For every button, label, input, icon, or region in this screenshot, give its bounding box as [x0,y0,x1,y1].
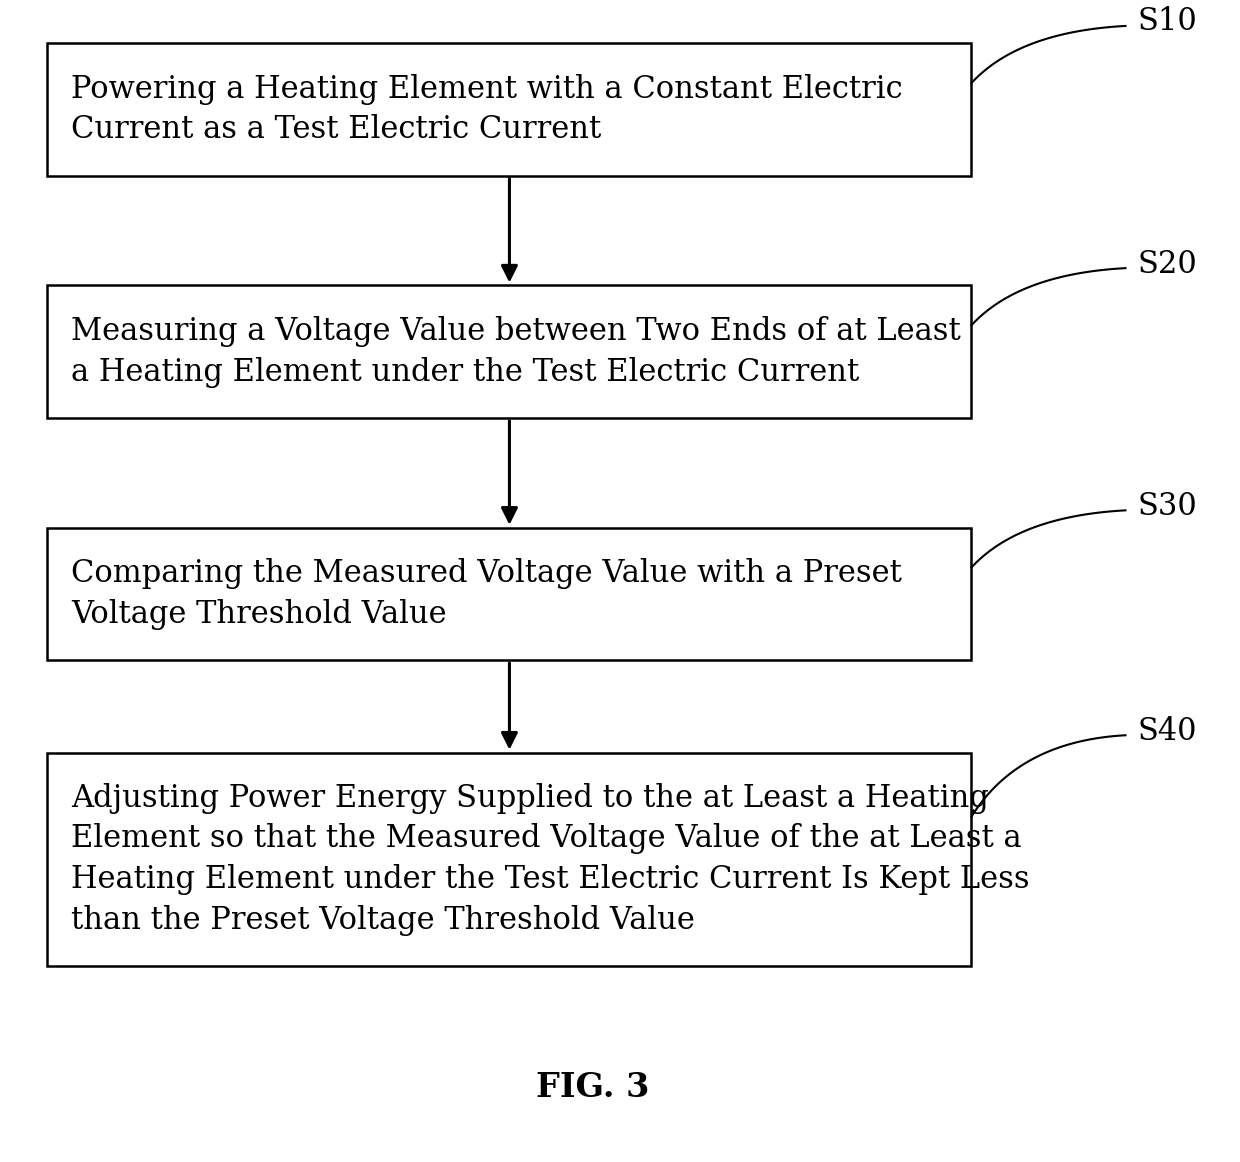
Text: FIG. 3: FIG. 3 [536,1071,649,1104]
Text: Adjusting Power Energy Supplied to the at Least a Heating
Element so that the Me: Adjusting Power Energy Supplied to the a… [71,783,1029,935]
Text: S10: S10 [1137,7,1197,37]
Text: S20: S20 [1137,249,1197,280]
Text: Measuring a Voltage Value between Two Ends of at Least
a Heating Element under t: Measuring a Voltage Value between Two En… [71,316,961,388]
Bar [47,286,971,418]
Text: Powering a Heating Element with a Constant Electric
Current as a Test Electric C: Powering a Heating Element with a Consta… [71,73,903,145]
Bar [47,43,971,175]
Text: Comparing the Measured Voltage Value with a Preset
Voltage Threshold Value: Comparing the Measured Voltage Value wit… [71,558,901,630]
Bar [47,753,971,966]
Text: S40: S40 [1137,716,1197,747]
Bar [47,528,971,660]
Text: S30: S30 [1137,490,1197,522]
